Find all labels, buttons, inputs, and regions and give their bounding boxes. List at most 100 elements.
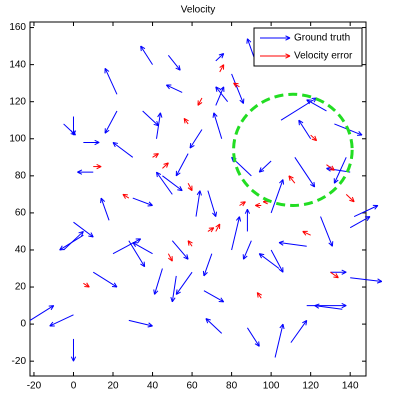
arrow-shaft [215, 86, 225, 106]
arrow-head [244, 208, 248, 214]
arrow-head [205, 318, 209, 324]
arrow-head [156, 171, 162, 175]
arrow-head [179, 185, 183, 191]
arrow-head [212, 112, 215, 118]
vector [128, 319, 153, 328]
vector [233, 82, 240, 88]
vector [246, 327, 260, 347]
vector [215, 53, 225, 62]
arrow-shaft [166, 84, 183, 93]
arrow-shaft [142, 110, 159, 127]
arrow-head [219, 86, 225, 91]
arrow-head [104, 129, 110, 134]
arrow-head [259, 170, 265, 173]
arrow-head [326, 168, 331, 172]
arrow-head [235, 216, 240, 221]
arrow-shaft [167, 55, 181, 71]
arrow-head [165, 84, 170, 90]
arrow-shaft [215, 223, 221, 232]
arrow-shaft [171, 275, 177, 302]
arrow-shaft [207, 227, 215, 232]
arrow-head [212, 212, 217, 217]
arrow-shaft [83, 282, 90, 288]
vector [128, 240, 146, 268]
arrow-head [171, 297, 176, 303]
arrow-shaft [155, 112, 161, 139]
legend-key [260, 35, 291, 41]
vector [205, 318, 223, 334]
arrow-shaft [330, 271, 339, 279]
vector [326, 164, 335, 171]
vector [175, 153, 189, 177]
arrow-shaft [288, 175, 296, 184]
vector [167, 55, 181, 71]
arrow-shaft [197, 97, 203, 106]
arrow-head [288, 175, 291, 181]
arrow-head [258, 341, 260, 347]
arrow-head [112, 141, 119, 144]
vector [270, 249, 284, 273]
arrow-head [257, 292, 262, 296]
arrow-head [183, 256, 189, 260]
arrow-shaft [162, 162, 169, 169]
vector [298, 119, 312, 140]
arrow-head [219, 64, 224, 68]
arrow-head [329, 168, 335, 171]
arrow-shaft [104, 68, 118, 95]
vector [207, 190, 218, 217]
vector [288, 175, 296, 184]
arrow-head [278, 240, 284, 244]
vector [212, 112, 223, 139]
vector [29, 305, 55, 321]
arrow-head [196, 190, 201, 196]
arrow-shaft [274, 323, 284, 358]
arrow-head [202, 270, 205, 276]
arrow-head [282, 179, 285, 185]
arrow-shaft [349, 216, 371, 229]
vector [278, 240, 307, 247]
arrow-head [231, 157, 234, 163]
x-tick-label: 0 [71, 381, 77, 392]
vector [294, 157, 316, 188]
arrow-head [49, 321, 54, 327]
arrow-head [147, 325, 153, 328]
vector [93, 163, 102, 170]
arrow-head [302, 231, 307, 236]
arrow-head [94, 142, 100, 146]
arrow-head [175, 67, 181, 71]
arrow-shaft [215, 53, 225, 62]
arrow-head [279, 323, 284, 329]
arrow-head [341, 269, 347, 273]
arrow-head [140, 263, 145, 268]
vector [140, 45, 153, 65]
arrow-shaft [258, 253, 280, 269]
arrow-shaft [112, 238, 141, 255]
x-tick-label: 60 [187, 381, 199, 392]
vector [239, 201, 246, 207]
arrow-head [187, 187, 193, 192]
arrow-shaft [175, 153, 189, 177]
arrow-head [328, 242, 333, 247]
vector [183, 117, 189, 125]
arrow-shaft [270, 249, 284, 273]
arrow-head [311, 97, 317, 100]
arrow-head [314, 305, 320, 309]
vector [195, 190, 202, 217]
arrow-head [247, 38, 252, 43]
vector [345, 194, 355, 203]
arrow-shaft [171, 240, 189, 260]
y-tick-label: 140 [9, 59, 26, 70]
arrow-shaft [242, 240, 252, 260]
arrow-head [246, 208, 251, 214]
arrow-head [256, 292, 259, 298]
x-tick-label: 140 [342, 381, 359, 392]
arrow-head [313, 181, 316, 188]
legend-box [253, 27, 363, 67]
arrow-head [189, 143, 192, 149]
arrow-shaft [63, 123, 76, 136]
arrow-head [349, 199, 355, 203]
arrow-shaft [314, 305, 343, 310]
arrow-shaft [215, 86, 229, 103]
arrow-head [306, 99, 310, 105]
arrow-head [205, 318, 211, 321]
